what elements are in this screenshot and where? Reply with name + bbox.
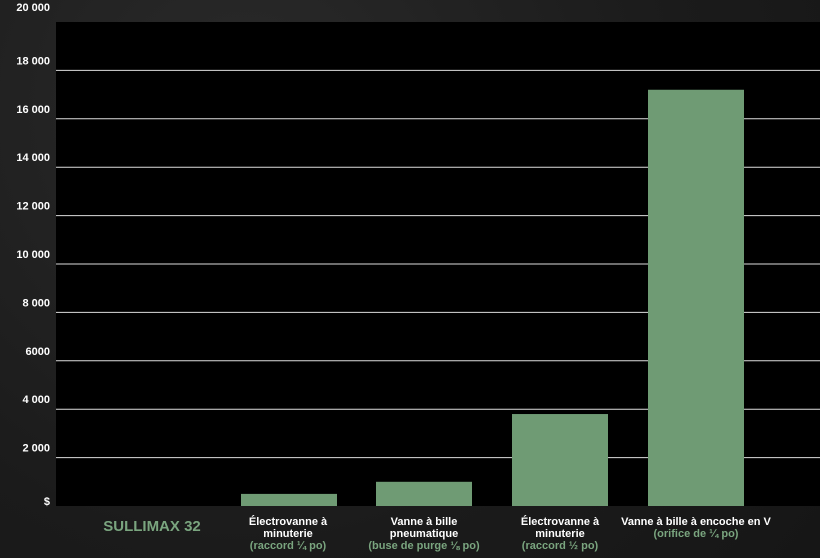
y-tick-label: 6000 [26,346,50,358]
category-sublabel: (raccord ½ po) [522,540,599,552]
y-tick-label: 8 000 [22,297,50,309]
bar-2 [241,493,337,506]
bar-4 [512,414,608,506]
bar-5 [648,89,744,506]
category-label: Vanne à bille [391,516,458,528]
y-tick-label: 16 000 [16,104,50,116]
category-label: Électrovanne à [249,515,328,528]
y-tick-label: $ [44,496,50,508]
category-label: Vanne à bille à encoche en V [621,516,771,528]
y-tick-label: 14 000 [16,152,50,164]
category-sublabel: (orifice de ¼ po) [654,528,739,540]
y-tick-label: 12 000 [16,201,50,213]
y-tick-label: 20 000 [16,2,50,14]
category-sublabel: (buse de purge ⅛ po) [368,540,480,552]
category-label: minuterie [535,528,585,540]
category-label: Électrovanne à [521,515,600,528]
category-label-featured: SULLIMAX 32 [103,518,201,535]
category-sublabel: (raccord ¼ po) [250,540,327,552]
x-axis-labels: SULLIMAX 32 Électrovanne àminuterie(racco… [103,515,771,552]
y-axis-ticks: $2 000 4 000 6000 8 000 10 000 12 000 14 000 16… [16,2,50,508]
category-label: pneumatique [390,528,458,540]
y-tick-label: 4 000 [22,394,50,406]
bars [241,89,744,506]
y-tick-label: 10 000 [16,249,50,261]
bar-3 [376,481,472,506]
y-tick-label: 18 000 [16,55,50,67]
y-tick-label: 2 000 [22,443,50,455]
category-label: minuterie [263,528,313,540]
